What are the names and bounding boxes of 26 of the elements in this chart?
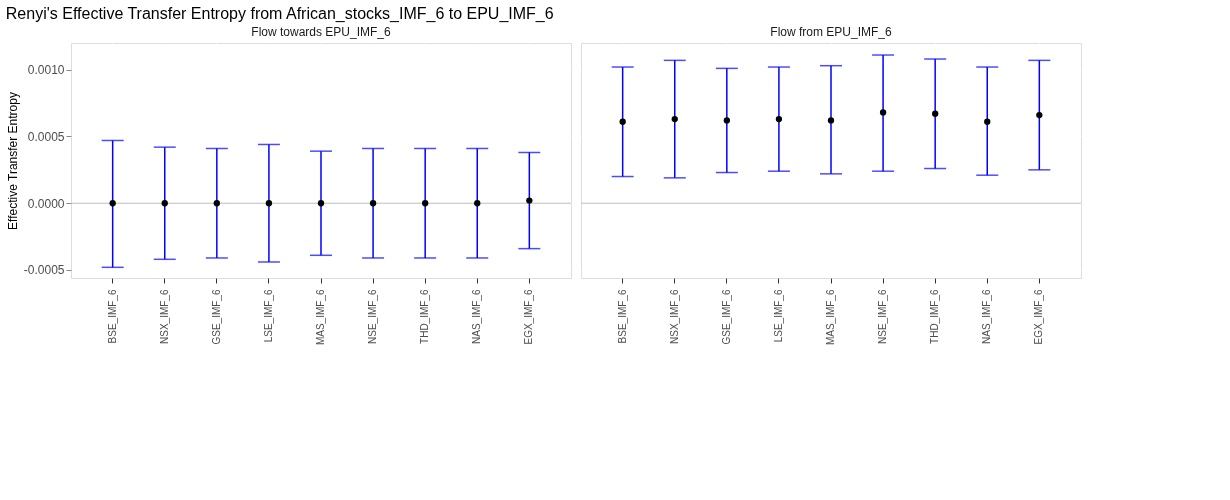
y-axis-title: Effective Transfer Entropy [5,92,20,230]
x-tick-label: NAS_IMF_6 [471,289,483,344]
x-tick-label: NSX_IMF_6 [668,289,680,344]
x-tick-label: NAS_IMF_6 [981,289,993,344]
x-tick-label: NSE_IMF_6 [877,289,889,344]
x-tick-label: BSE_IMF_6 [616,289,628,344]
chart-subtitle: Flow towards EPU_IMF_6 [251,25,392,39]
chart-title: Renyi's Effective Transfer Entropy from African_stocks_IMF_6 to EPU_IMF_6 [5,4,554,23]
y-tick-label: 0.0000 [27,196,65,211]
x-tick-label: LSE_IMF_6 [262,289,274,343]
x-tick-label: MAS_IMF_6 [825,289,836,346]
x-tick-label: GSE_IMF_6 [720,289,732,345]
chart-subtitle: Flow from EPU_IMF_6 [770,25,893,39]
y-tick-label: 0.0005 [27,129,65,144]
x-tick-label: LSE_IMF_6 [772,289,784,343]
x-tick-label: THD_IMF_6 [419,289,431,344]
x-tick-label: NSE_IMF_6 [367,289,379,344]
y-tick-label: 0.0010 [27,63,65,78]
x-tick-label: EGX_IMF_6 [1033,289,1045,345]
y-tick-label: -0.0005 [23,263,65,278]
x-tick-label: NSX_IMF_6 [158,289,170,344]
x-tick-label: EGX_IMF_6 [523,289,535,345]
x-tick-label: THD_IMF_6 [929,289,941,344]
x-tick-label: BSE_IMF_6 [106,289,118,344]
x-tick-label: MAS_IMF_6 [315,289,326,346]
x-tick-label: GSE_IMF_6 [210,289,222,345]
